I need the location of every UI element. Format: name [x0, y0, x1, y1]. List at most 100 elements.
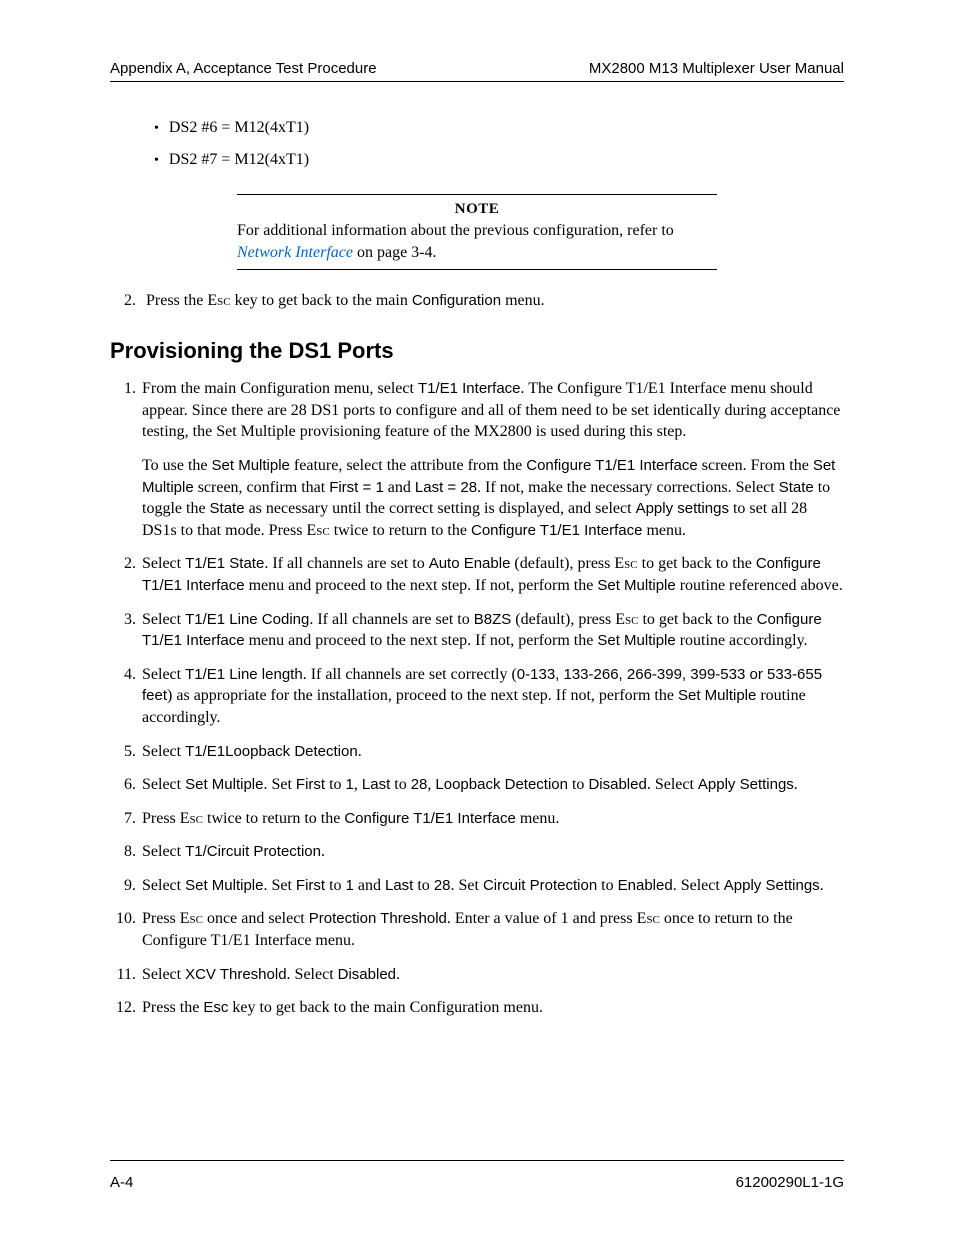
text: From the main Configuration menu, select	[142, 380, 418, 397]
text: feature, select the attribute from the	[290, 457, 526, 474]
esc-key: Esc	[614, 555, 637, 572]
text: . Enter a value of 1 and press	[447, 910, 637, 927]
ui-label: 1	[346, 877, 354, 894]
step-number: 2.	[110, 292, 136, 310]
note-body: For additional information about the pre…	[237, 220, 717, 263]
text: . Select	[647, 776, 698, 793]
numbered-steps: From the main Configuration menu, select…	[110, 378, 844, 1019]
text: Press	[142, 810, 180, 827]
ui-label: First	[296, 776, 325, 793]
ui-label: Apply Settings	[724, 877, 820, 894]
step-10: Press Esc once and select Protection Thr…	[110, 908, 844, 951]
step-5: Select T1/E1Loopback Detection.	[110, 741, 844, 763]
header-left: Appendix A, Acceptance Test Procedure	[110, 60, 377, 77]
note-box: NOTE For additional information about th…	[237, 194, 717, 270]
text: Select	[142, 666, 185, 683]
ui-label: XCV Threshold	[185, 966, 286, 983]
ui-label: Last	[362, 776, 390, 793]
text: menu.	[501, 292, 545, 309]
ui-label: Disabled	[338, 966, 396, 983]
esc-key: Esc	[637, 910, 660, 927]
text: .	[794, 776, 798, 793]
ui-label: T1/E1 Line length	[185, 666, 303, 683]
continued-step: 2. Press the Esc key to get back to the …	[110, 292, 844, 310]
document-page: Appendix A, Acceptance Test Procedure MX…	[0, 0, 954, 1235]
note-link[interactable]: Network Interface	[237, 244, 353, 261]
ui-label: T1/E1 State	[185, 555, 264, 572]
step-3: Select T1/E1 Line Coding. If all channel…	[110, 609, 844, 652]
text: menu and proceed to the next step. If no…	[245, 577, 598, 594]
text: ) as appropriate for the installation, p…	[167, 687, 678, 704]
page-header: Appendix A, Acceptance Test Procedure MX…	[110, 60, 844, 77]
text: .	[358, 743, 362, 760]
text: .	[321, 843, 325, 860]
note-text-post: on page 3-4.	[353, 244, 437, 261]
text: menu.	[516, 810, 560, 827]
step-11: Select XCV Threshold. Select Disabled.	[110, 964, 844, 986]
text: Select	[142, 877, 185, 894]
text: To use the	[142, 457, 212, 474]
note-title: NOTE	[237, 201, 717, 218]
ui-label: T1/E1 Interface	[418, 380, 521, 397]
bullet-list: DS2 #6 = M12(4xT1) DS2 #7 = M12(4xT1)	[154, 112, 844, 176]
step-2: Select T1/E1 State. If all channels are …	[110, 553, 844, 596]
text: routine referenced above.	[676, 577, 843, 594]
step-4: Select T1/E1 Line length. If all channel…	[110, 664, 844, 729]
ui-label: Enabled	[618, 877, 673, 894]
footer-right: 61200290L1-1G	[736, 1174, 844, 1191]
step-9: Select Set Multiple. Set First to 1 and …	[110, 875, 844, 897]
esc-key: Esc	[180, 810, 203, 827]
bullet-item: DS2 #7 = M12(4xT1)	[154, 144, 844, 176]
text: .	[820, 877, 824, 894]
text: Select	[142, 843, 185, 860]
ui-label: T1/E1 Line Coding	[185, 611, 309, 628]
ui-label: Set Multiple	[678, 687, 756, 704]
text: to get back to the	[638, 555, 756, 572]
text: twice to return to the	[203, 810, 344, 827]
footer-rule	[110, 1160, 844, 1161]
bullet-item: DS2 #6 = M12(4xT1)	[154, 112, 844, 144]
text: Press the	[142, 999, 203, 1016]
ui-label: Configure T1/E1 Interface	[471, 522, 643, 539]
text: routine accordingly.	[676, 632, 808, 649]
text: screen, confirm that	[194, 479, 330, 496]
ui-label: Set Multiple	[597, 577, 675, 594]
text: .	[396, 966, 400, 983]
esc-key: Esc	[203, 999, 228, 1016]
text: Select	[142, 611, 185, 628]
text: Select	[142, 966, 185, 983]
ui-label: Disabled	[588, 776, 646, 793]
ui-label: Apply settings	[636, 500, 729, 517]
ui-label: Last	[385, 877, 413, 894]
text: (default), press	[511, 611, 615, 628]
ui-label: First = 1	[329, 479, 384, 496]
text: Press the	[146, 292, 207, 309]
section-heading: Provisioning the DS1 Ports	[110, 338, 844, 364]
header-rule	[110, 81, 844, 82]
text: and	[354, 877, 385, 894]
ui-label: 28	[411, 776, 428, 793]
ui-label: Set Multiple	[212, 457, 290, 474]
page-footer: A-4 61200290L1-1G	[110, 1174, 844, 1191]
text: Press	[142, 910, 180, 927]
text: to	[390, 776, 410, 793]
text: Select	[142, 743, 185, 760]
menu-name: Configuration	[412, 292, 501, 309]
text: twice to return to the	[330, 522, 471, 539]
text: screen. From the	[698, 457, 813, 474]
ui-label: Loopback Detection	[435, 776, 568, 793]
text: . Set	[451, 877, 483, 894]
note-text-pre: For additional information about the pre…	[237, 222, 674, 239]
text: . If all channels are set correctly (	[303, 666, 517, 683]
footer-left: A-4	[110, 1174, 133, 1191]
text: ,	[354, 776, 362, 793]
ui-label: T1/Circuit Protection	[185, 843, 321, 860]
esc-key: Esc	[180, 910, 203, 927]
ui-label: Auto Enable	[429, 555, 511, 572]
ui-label: Configure T1/E1 Interface	[344, 810, 516, 827]
ui-label: Protection Threshold	[309, 910, 447, 927]
ui-label: 28	[434, 877, 451, 894]
text: as necessary until the correct setting i…	[245, 500, 636, 517]
text: Select	[142, 776, 185, 793]
ui-label: State	[779, 479, 814, 496]
